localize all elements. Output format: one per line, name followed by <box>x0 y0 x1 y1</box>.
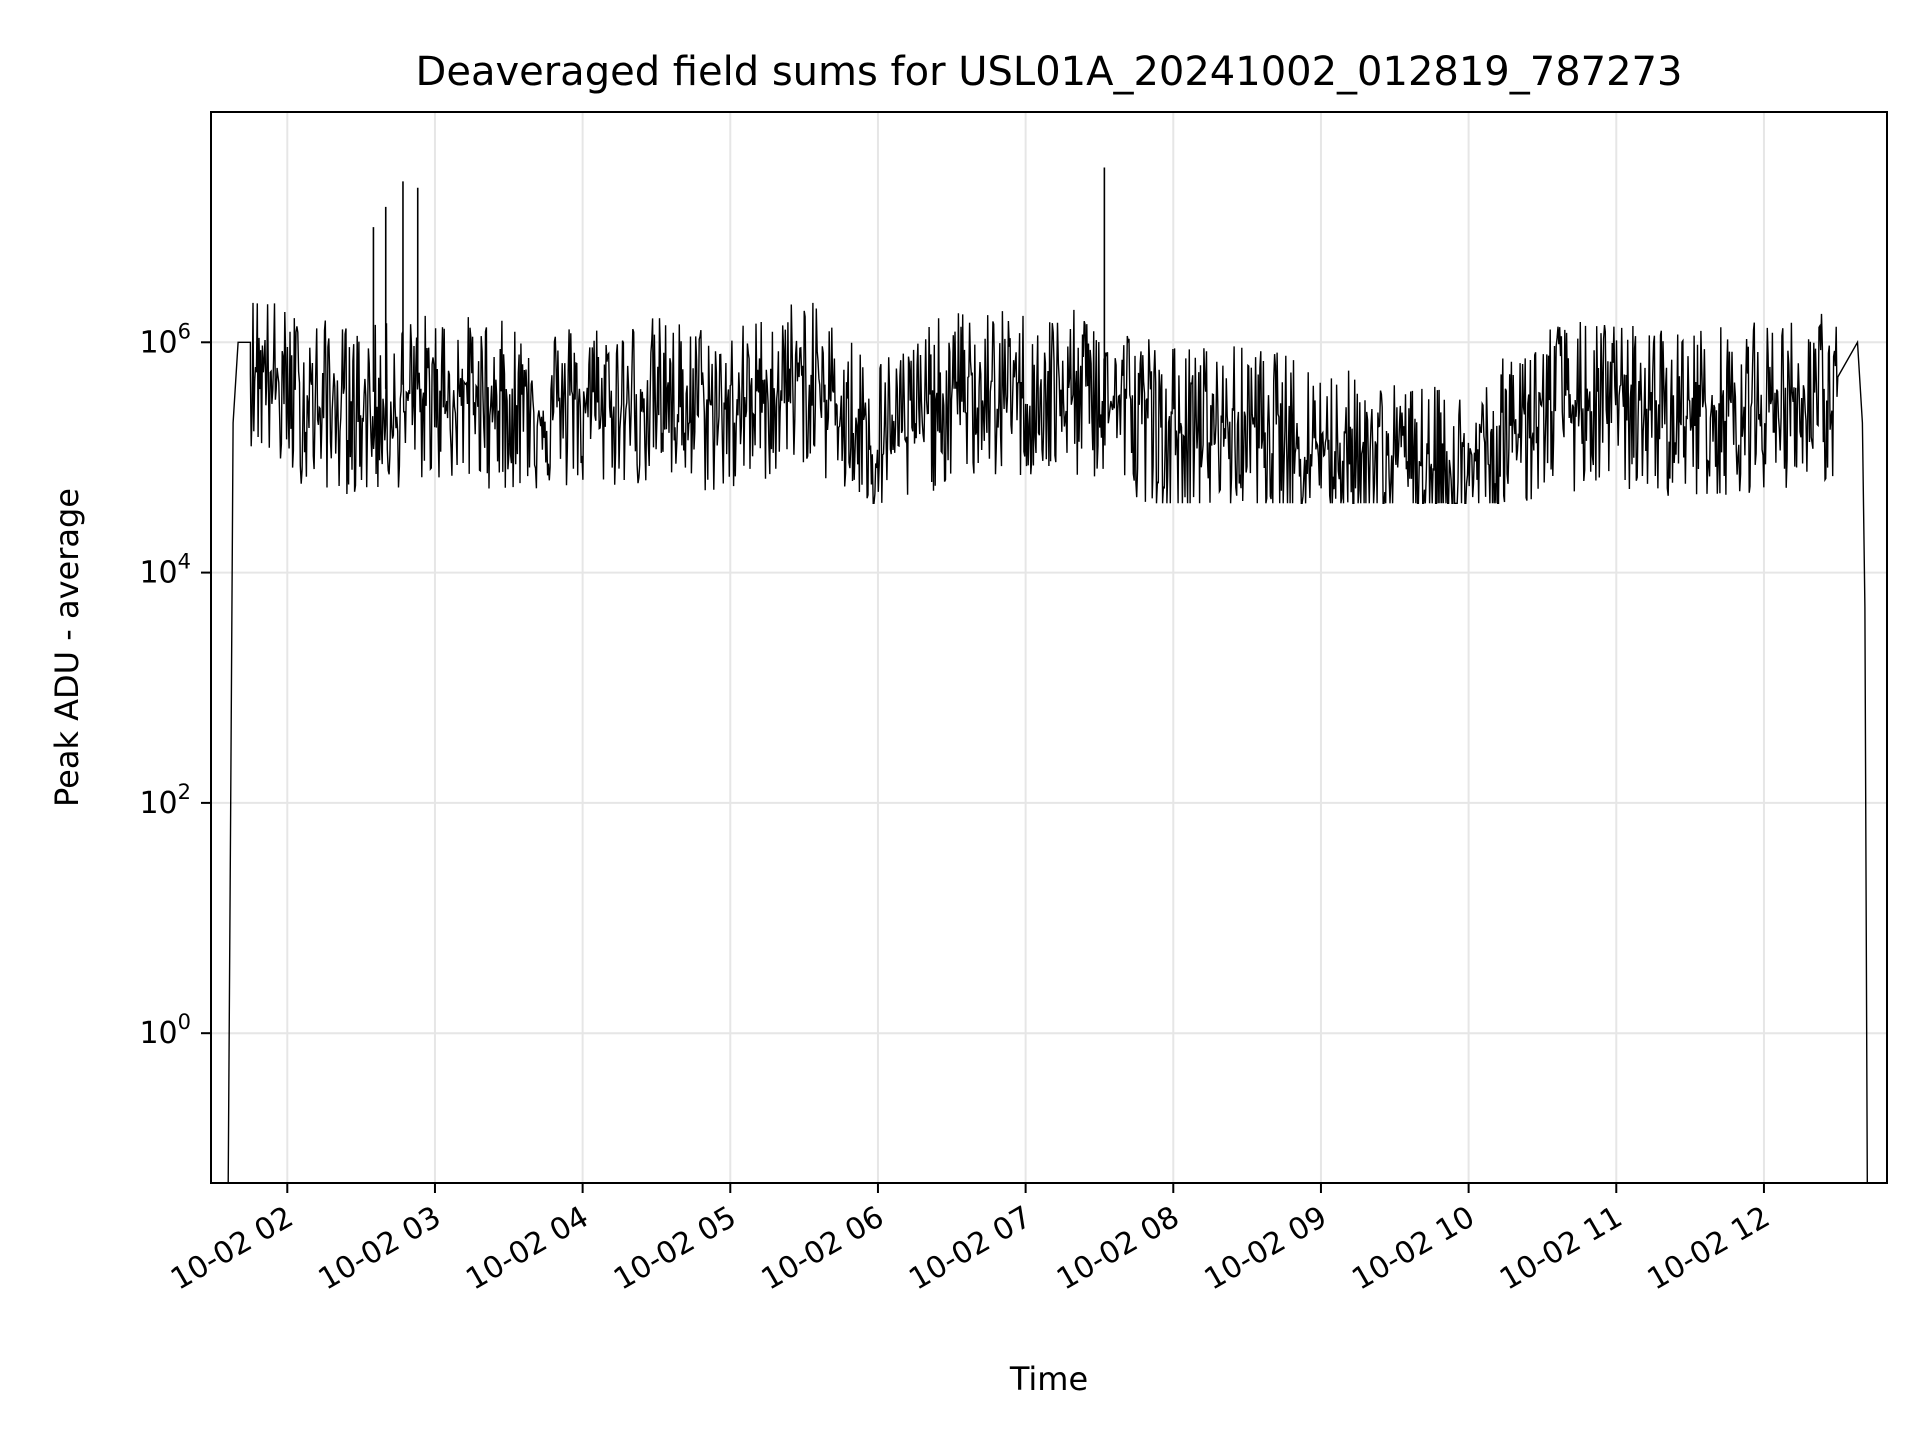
y-tick-exponent: 4 <box>178 550 191 574</box>
y-tick-label: 104 <box>139 550 191 591</box>
x-axis-title: Time <box>1009 1360 1088 1398</box>
plot-frame <box>210 111 1888 1184</box>
series-layer <box>227 167 1868 1184</box>
y-tick-label: 100 <box>139 1010 191 1051</box>
y-tick-label: 106 <box>139 319 191 360</box>
series-line <box>227 302 1868 1184</box>
y-tick-exponent: 0 <box>178 1010 191 1034</box>
y-tick-base: 10 <box>139 786 177 821</box>
chart-title: Deaveraged field sums for USL01A_2024100… <box>416 49 1683 95</box>
y-tick-label: 102 <box>139 780 191 821</box>
y-tick-base: 10 <box>139 556 177 591</box>
y-tick-base: 10 <box>139 1016 177 1051</box>
y-tick-base: 10 <box>139 325 177 360</box>
y-axis-title: Peak ADU - average <box>48 488 86 807</box>
y-tick-exponent: 2 <box>178 780 191 804</box>
y-tick-exponent: 6 <box>178 319 191 343</box>
